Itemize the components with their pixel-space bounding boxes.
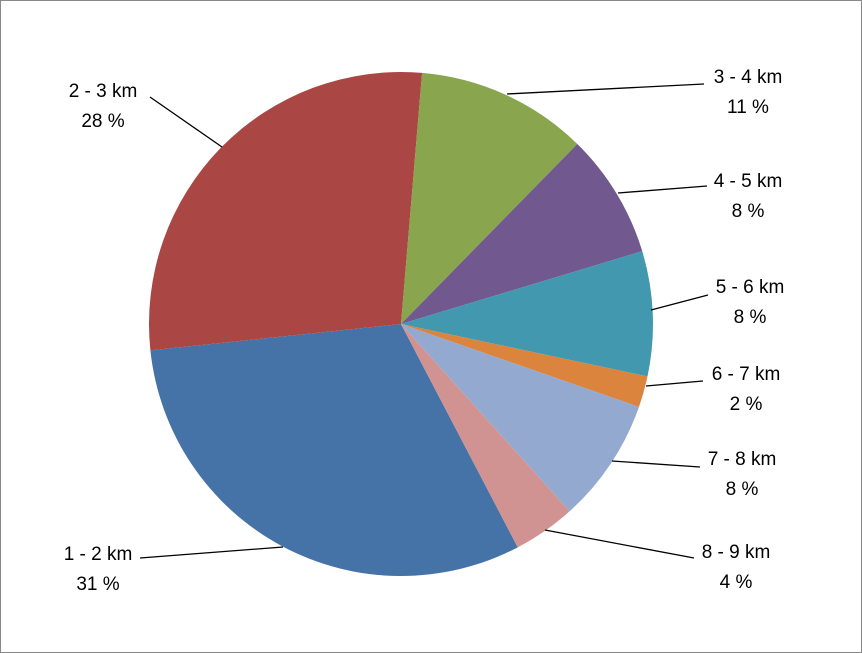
pie-slice [401,251,654,377]
pie-slice [401,72,578,325]
slice-value-label: 28 % [81,111,124,132]
slice-value-label: 2 % [730,394,763,415]
pie-slice [401,143,643,324]
slice-value-label: 11 % [727,97,769,118]
pie-slice [150,324,518,577]
slice-value-label: 8 % [732,201,765,222]
slice-label: 7 - 8 km [708,449,777,470]
leader-line [506,83,705,95]
slice-label: 2 - 3 km [69,81,138,102]
pie-slice [148,72,423,351]
leader-line [139,546,284,559]
slice-label: 3 - 4 km [714,67,783,88]
leader-line [617,185,708,194]
leader-line [611,460,701,468]
slice-value-label: 8 % [726,479,759,500]
leader-line [650,294,709,311]
leader-line [645,380,704,387]
slice-label: 4 - 5 km [714,171,783,192]
pie-slice [401,324,648,407]
slice-value-label: 8 % [734,307,767,328]
slice-label: 1 - 2 km [64,544,133,565]
pie-slice [401,324,570,548]
slice-label: 8 - 9 km [702,542,771,563]
leader-line [149,96,223,148]
slice-value-label: 31 % [76,574,119,595]
leader-line [544,529,695,559]
pie-slice [401,324,639,512]
slice-label: 6 - 7 km [712,364,781,385]
slice-label: 5 - 6 km [716,277,785,298]
slice-value-label: 4 % [720,572,753,593]
